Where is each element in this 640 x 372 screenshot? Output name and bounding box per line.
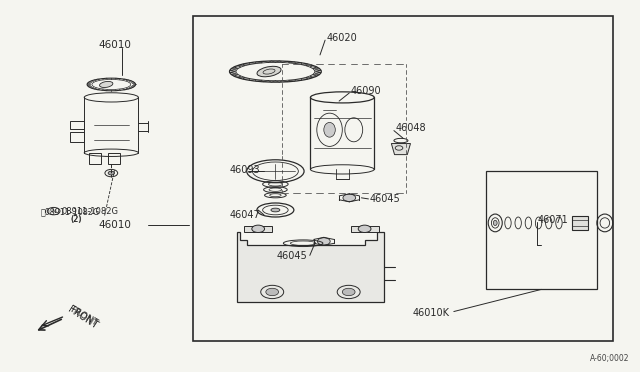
Bar [108,153,120,164]
Bar [90,153,100,164]
Text: 46071: 46071 [538,215,569,225]
Text: 46010: 46010 [99,40,131,50]
Circle shape [266,288,278,296]
Ellipse shape [271,208,280,212]
Circle shape [108,171,115,175]
Circle shape [252,225,264,232]
Text: FRONT: FRONT [68,304,99,327]
Circle shape [358,225,371,232]
Text: 46010K: 46010K [412,308,449,318]
Circle shape [317,238,330,245]
Bar [486,171,597,289]
Polygon shape [237,232,384,302]
Text: 46045: 46045 [370,194,401,204]
Text: 46020: 46020 [326,33,357,43]
Ellipse shape [100,81,113,87]
Text: 46010: 46010 [99,220,131,230]
Text: A-60;0002: A-60;0002 [589,354,629,363]
Text: FRONT: FRONT [67,305,100,331]
Bar [572,215,588,230]
Text: (2): (2) [70,215,81,224]
Circle shape [342,288,355,296]
Bar [351,225,380,232]
Polygon shape [392,144,410,155]
Ellipse shape [324,122,335,137]
Ellipse shape [257,66,281,77]
Text: (2): (2) [70,215,82,224]
Circle shape [343,194,356,202]
Ellipse shape [493,220,497,225]
Bar [70,132,84,142]
Text: 46047: 46047 [230,210,260,220]
Text: 46093: 46093 [230,165,260,175]
Bar [244,225,272,232]
Bar [70,121,84,129]
Text: 46048: 46048 [395,123,426,133]
Text: 08911-1082G: 08911-1082G [62,206,119,216]
Text: 46090: 46090 [351,86,381,96]
Text: N: N [51,209,56,214]
Bar [193,16,613,341]
Text: ⓝ08911-1082G: ⓝ08911-1082G [41,207,100,217]
Text: 46045: 46045 [276,251,307,261]
